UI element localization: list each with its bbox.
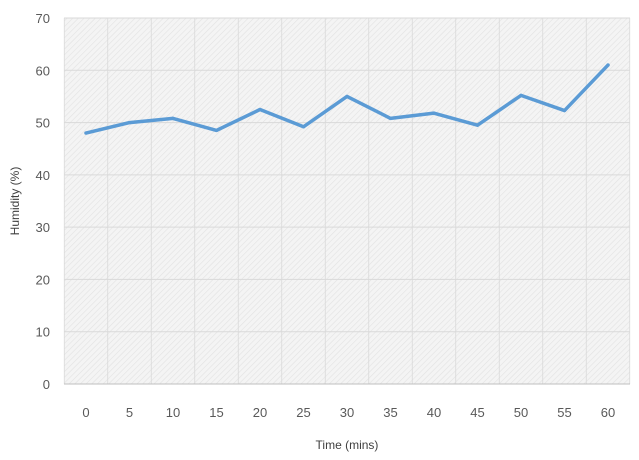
data-point [562, 108, 567, 113]
x-tick-label: 20 [253, 405, 267, 420]
y-tick-label: 0 [43, 377, 50, 392]
y-tick-label: 70 [36, 11, 50, 26]
data-point [301, 125, 306, 129]
x-tick-label: 50 [514, 405, 528, 420]
x-tick-label: 10 [166, 405, 180, 420]
x-axis-tick-labels: 0 5 10 15 20 25 30 35 40 45 50 55 60 [82, 405, 615, 420]
data-point [432, 111, 436, 115]
x-tick-label: 60 [601, 405, 615, 420]
y-axis-tick-labels: 0 10 20 30 40 50 60 70 [36, 11, 50, 392]
data-point [475, 123, 480, 127]
x-tick-label: 0 [82, 405, 89, 420]
data-point [345, 94, 349, 99]
data-point [519, 93, 523, 97]
x-tick-label: 40 [427, 405, 441, 420]
y-tick-label: 20 [36, 272, 50, 287]
y-tick-label: 40 [36, 168, 50, 183]
x-tick-label: 35 [383, 405, 397, 420]
data-point [258, 107, 262, 112]
y-tick-label: 50 [36, 116, 50, 131]
y-tick-label: 30 [36, 220, 50, 235]
data-point [171, 116, 175, 120]
data-point [388, 116, 393, 120]
data-point [84, 131, 88, 135]
x-tick-label: 30 [340, 405, 354, 420]
plot-area [64, 18, 630, 384]
x-tick-label: 15 [209, 405, 223, 420]
gridlines [63, 17, 631, 384]
x-axis-title: Time (mins) [316, 438, 379, 452]
series-layer [84, 63, 610, 135]
y-tick-label: 10 [36, 325, 50, 340]
data-point [606, 63, 610, 67]
data-point [127, 120, 132, 125]
x-tick-label: 5 [126, 405, 133, 420]
x-tick-label: 55 [557, 405, 571, 420]
x-tick-label: 45 [470, 405, 484, 420]
x-tick-label: 25 [296, 405, 310, 420]
y-tick-label: 60 [36, 63, 50, 78]
y-axis-title: Humidity (%) [8, 167, 22, 236]
data-point [214, 128, 219, 133]
